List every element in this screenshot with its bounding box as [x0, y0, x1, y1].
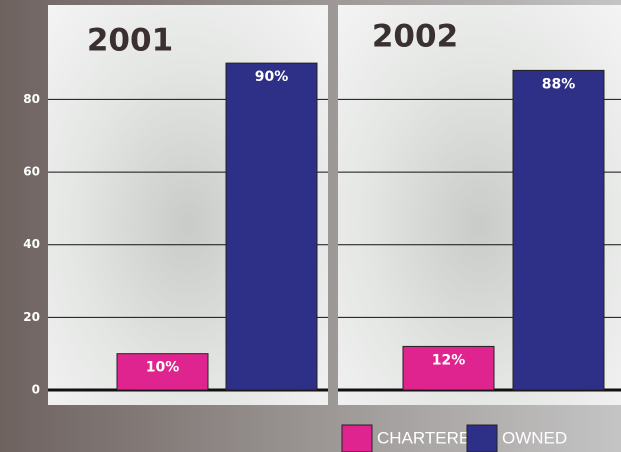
- y-tick-label: 0: [32, 383, 40, 397]
- legend-swatch: [342, 425, 372, 452]
- panel-title: 2002: [372, 19, 458, 55]
- y-tick-label: 40: [23, 237, 40, 251]
- y-tick-label: 80: [23, 92, 40, 106]
- y-tick-label: 60: [23, 165, 40, 179]
- bar: [513, 70, 604, 390]
- panel-title: 2001: [87, 23, 173, 59]
- value-label: 10%: [146, 360, 180, 376]
- value-label: 12%: [432, 352, 466, 368]
- y-tick-label: 20: [23, 310, 40, 324]
- legend-label: OWNED: [502, 428, 567, 447]
- value-label: 90%: [255, 69, 289, 85]
- bar: [226, 63, 317, 390]
- chart: 020406080200110%90%200212%88%CHARTEREDOW…: [0, 0, 621, 452]
- value-label: 88%: [542, 76, 576, 92]
- legend-swatch: [467, 425, 497, 452]
